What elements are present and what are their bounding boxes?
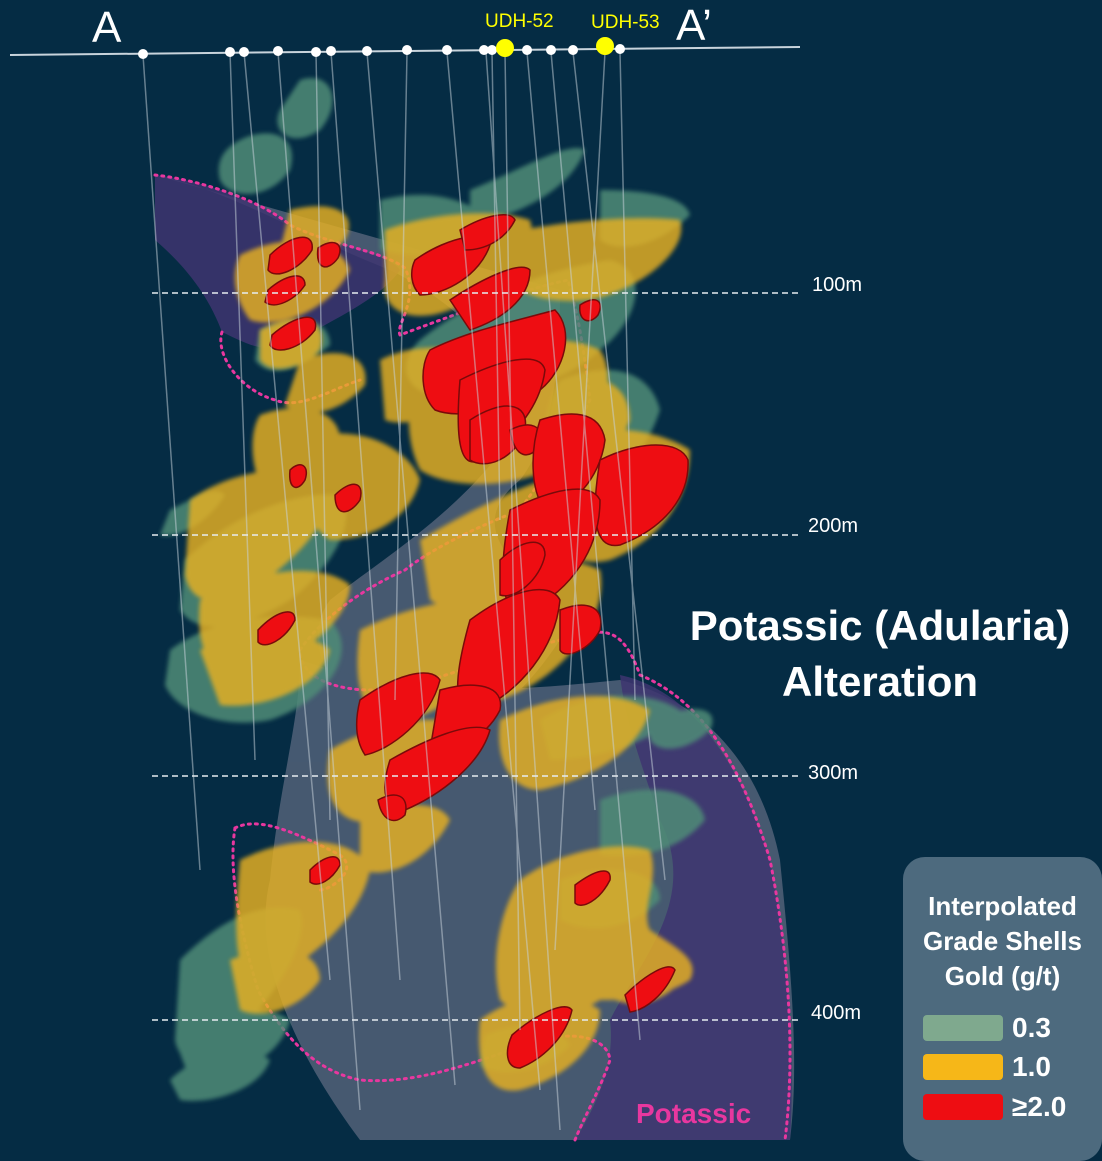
depth-label-100m: 100m	[812, 274, 863, 296]
drill-hole-label-udh-52: UDH-52	[485, 11, 554, 32]
legend-title-line2: Grade Shells	[923, 926, 1082, 956]
section-end-label-a-prime: A’	[676, 1, 712, 50]
legend-value-mid: 1.0	[1012, 1051, 1051, 1082]
drill-collar-udh-52	[496, 39, 514, 57]
legend-swatch-mid	[923, 1054, 1003, 1080]
drill-collars	[138, 44, 625, 59]
section-end-label-a: A	[92, 3, 122, 52]
legend-swatch-high	[923, 1094, 1003, 1120]
depth-label-400m: 400m	[811, 1002, 862, 1024]
depth-label-300m: 300m	[808, 762, 859, 784]
depth-label-200m: 200m	[808, 515, 859, 537]
alteration-title-line2: Alteration	[781, 658, 978, 705]
legend-value-high: ≥2.0	[1012, 1091, 1067, 1122]
drill-traces	[142, 51, 666, 1131]
alteration-title: Potassic (Adularia) Alteration	[660, 598, 1100, 710]
potassic-zone-label: Potassic	[636, 1098, 752, 1129]
drill-hole-label-udh-53: UDH-53	[591, 12, 660, 33]
grade-shells-high	[257, 214, 689, 1069]
drill-collar-udh-53	[596, 37, 614, 55]
legend-swatch-low	[923, 1015, 1003, 1041]
alteration-title-line1: Potassic (Adularia)	[689, 602, 1071, 649]
grade-shell-legend: Interpolated Grade Shells Gold (g/t) 0.3…	[903, 857, 1102, 1161]
legend-title: Interpolated Grade Shells Gold (g/t)	[903, 889, 1102, 994]
legend-value-low: 0.3	[1012, 1012, 1051, 1043]
depth-lines	[152, 292, 798, 1021]
legend-title-line1: Interpolated	[928, 891, 1077, 921]
legend-title-line3: Gold (g/t)	[944, 961, 1061, 991]
